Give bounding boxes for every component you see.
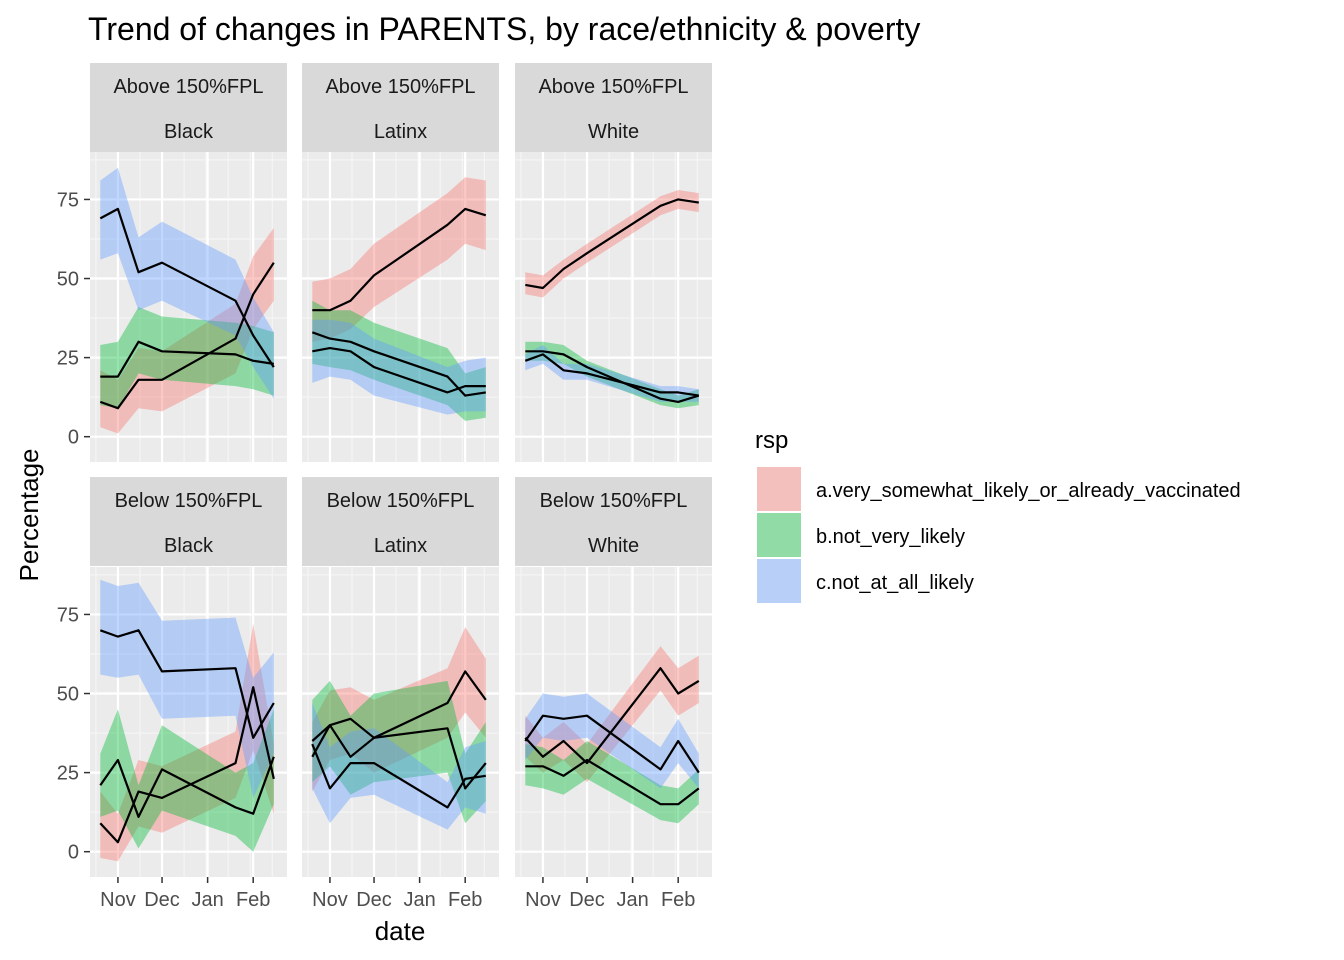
line-b-not-very-likely [100, 340, 274, 378]
line-a-very-somewhat-likely-or-already-vaccinated [99, 686, 275, 844]
strip-label: Below 150%FPL [540, 490, 688, 512]
line-a-very-somewhat-likely-or-already-vaccinated [99, 262, 275, 410]
x-tick-label: Jan [616, 889, 648, 911]
y-tick-label: 25 [57, 348, 79, 370]
line-b-not-very-likely [99, 756, 275, 819]
strip-background [90, 63, 287, 152]
x-tick-label: Jan [403, 889, 435, 911]
line-b-not-very-likely [311, 331, 486, 397]
y-tick-label: 0 [68, 842, 79, 864]
ribbon-b-not-very-likely [100, 709, 274, 852]
line-c-not-at-all-likely [524, 353, 699, 397]
ribbon-a-very-somewhat-likely-or-already-vaccinated [312, 177, 486, 342]
x-tick-label: Feb [236, 889, 270, 911]
panel-above-150-fpl-latinx: Above 150%FPL Latinx [302, 63, 499, 462]
legend-items: a.very_somewhat_likely_or_already_vaccin… [757, 467, 1241, 603]
y-tick-label: 75 [57, 604, 79, 626]
line-c-not-at-all-likely [311, 743, 486, 809]
line-c-not-at-all-likely [312, 347, 486, 394]
ribbon-c-not-at-all-likely [100, 579, 274, 798]
ribbon-c-not-at-all-likely [525, 345, 699, 402]
line-c-not-at-all-likely [99, 629, 275, 739]
strip-label: Below 150%FPL [115, 490, 263, 512]
ribbon-b-not-very-likely [525, 741, 699, 824]
panel-below-150-fpl-white: Below 150%FPL White [515, 477, 712, 877]
strip-label: Above 150%FPL [538, 76, 688, 98]
strip-background [302, 477, 499, 566]
ribbon-a-very-somewhat-likely-or-already-vaccinated [525, 190, 699, 298]
y-tick-label: 50 [57, 684, 79, 706]
ribbon-b-not-very-likely [100, 307, 274, 409]
legend-swatch [757, 467, 801, 511]
x-tick-label: Nov [312, 889, 348, 911]
y-tick-label: 25 [57, 763, 79, 785]
ribbon-b-not-very-likely [312, 680, 486, 824]
legend-key-background [757, 467, 801, 511]
ribbon-a-very-somewhat-likely-or-already-vaccinated [312, 627, 486, 792]
strip-label: White [588, 535, 639, 557]
line-b-not-very-likely [525, 350, 700, 403]
strip-label: Latinx [374, 121, 427, 143]
line-c-not-at-all-likely [524, 714, 700, 774]
legend-item-a-very-somewhat-likely-or-already-vaccinated: a.very_somewhat_likely_or_already_vaccin… [757, 467, 1241, 511]
strip-background [90, 477, 287, 566]
y-axis-title: Percentage [14, 449, 44, 582]
y-tick-label: 75 [57, 189, 79, 211]
legend-key-background [757, 513, 801, 557]
legend-swatch [757, 513, 801, 557]
panel-below-150-fpl-latinx: Below 150%FPL Latinx [302, 477, 499, 877]
strip-label: Black [164, 535, 214, 557]
legend-item-c-not-at-all-likely: c.not_at_all_likely [757, 559, 974, 603]
legend-label: c.not_at_all_likely [816, 572, 974, 594]
x-tick-label: Jan [191, 889, 223, 911]
line-c-not-at-all-likely [99, 207, 275, 368]
legend-key-background [757, 559, 801, 603]
legend-label: b.not_very_likely [816, 526, 965, 548]
x-tick-label: Dec [356, 889, 392, 911]
line-a-very-somewhat-likely-or-already-vaccinated [525, 198, 699, 290]
ribbon-a-very-somewhat-likely-or-already-vaccinated [100, 227, 274, 434]
chart-title: Trend of changes in PARENTS, by race/eth… [88, 11, 920, 47]
strip-label: White [588, 121, 639, 143]
ribbon-a-very-somewhat-likely-or-already-vaccinated [100, 623, 274, 862]
panel-below-150-fpl-black: Below 150%FPL Black [90, 477, 287, 877]
x-tick-label: Nov [100, 889, 136, 911]
line-b-not-very-likely [525, 758, 700, 806]
x-tick-label: Nov [525, 889, 561, 911]
line-a-very-somewhat-likely-or-already-vaccinated [312, 207, 487, 312]
strip-label: Black [164, 121, 214, 143]
y-tick-label: 0 [68, 427, 79, 449]
strip-background [302, 63, 499, 152]
x-tick-label: Dec [569, 889, 605, 911]
panel-above-150-fpl-black: Above 150%FPL Black [90, 63, 287, 462]
strip-label: Latinx [374, 535, 427, 557]
ribbon-c-not-at-all-likely [100, 167, 274, 399]
x-tick-label: Feb [448, 889, 482, 911]
legend-item-b-not-very-likely: b.not_very_likely [757, 513, 965, 557]
x-tick-label: Feb [661, 889, 695, 911]
strip-label: Above 150%FPL [325, 76, 475, 98]
legend: rsp a.very_somewhat_likely_or_already_va… [755, 427, 1241, 603]
axes: 0 25 50 75 0 25 50 75 Nov Dec Jan Feb Nov Dec Jan Feb No… [57, 189, 696, 911]
x-tick-label: Dec [144, 889, 180, 911]
legend-label: a.very_somewhat_likely_or_already_vaccin… [816, 480, 1241, 502]
line-b-not-very-likely [311, 724, 487, 790]
y-tick-label: 50 [57, 269, 79, 291]
strip-background [515, 477, 712, 566]
line-a-very-somewhat-likely-or-already-vaccinated [524, 667, 700, 765]
panel-above-150-fpl-white: Above 150%FPL White [515, 63, 712, 462]
ribbon-c-not-at-all-likely [312, 703, 486, 830]
ribbon-a-very-somewhat-likely-or-already-vaccinated [525, 646, 699, 783]
strip-label: Above 150%FPL [113, 76, 263, 98]
strip-background [515, 63, 712, 152]
x-axis-title: date [375, 916, 426, 946]
legend-swatch [757, 559, 801, 603]
strip-label: Below 150%FPL [327, 490, 475, 512]
legend-title: rsp [755, 427, 788, 454]
